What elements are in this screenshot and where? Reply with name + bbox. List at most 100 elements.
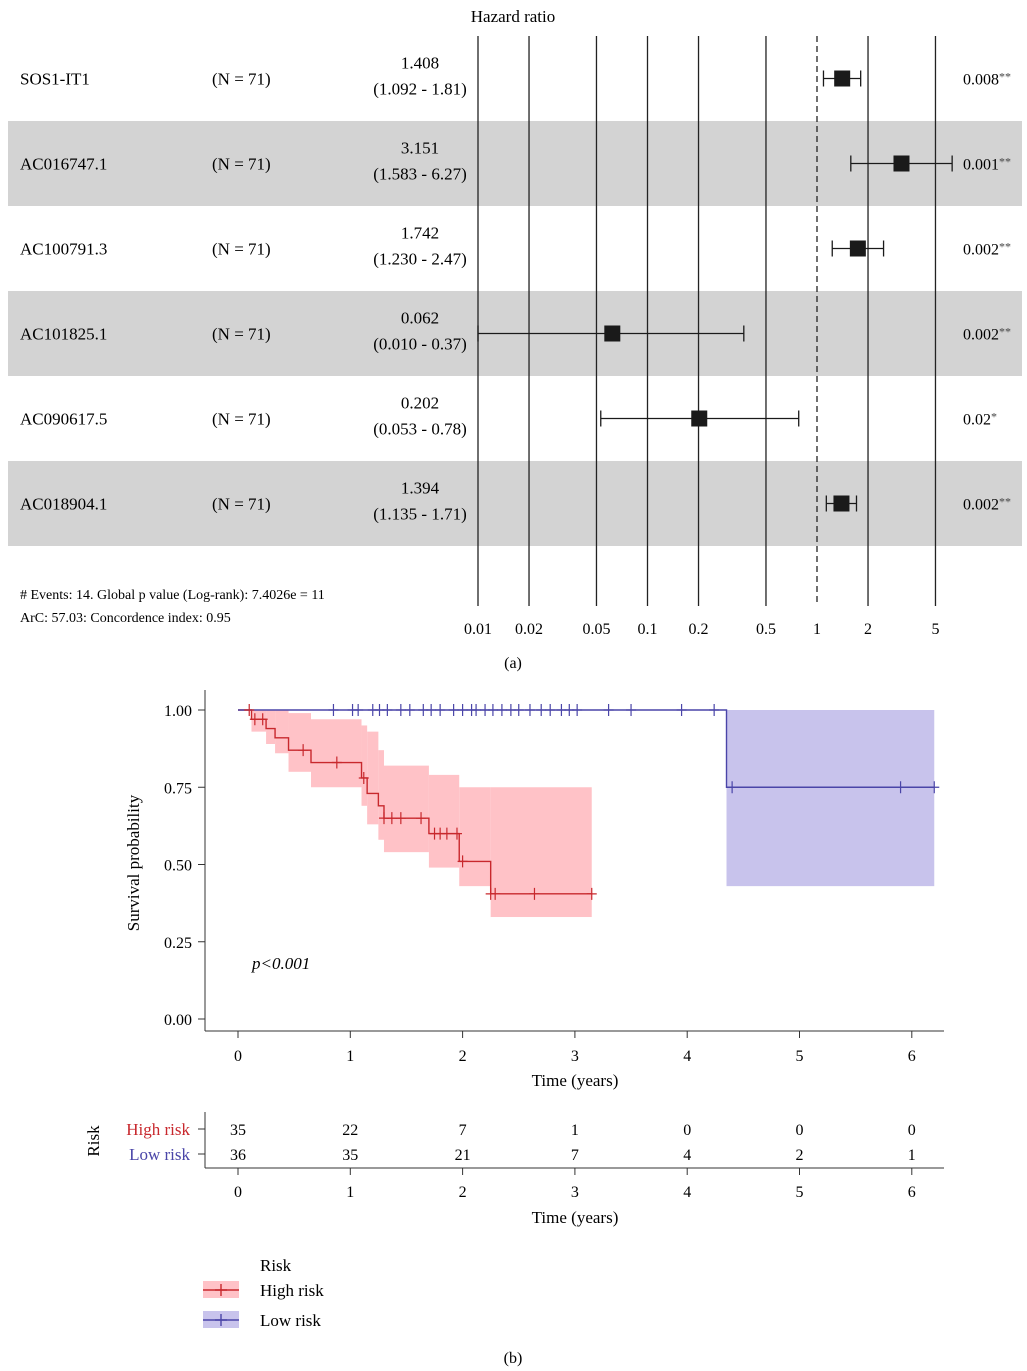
forest-row-n: (N = 71) [212, 70, 271, 89]
km-censor-mark-low [626, 704, 637, 716]
forest-hr-marker [893, 155, 910, 172]
km-censor-mark-low [524, 704, 535, 716]
km-censor-mark-low [395, 704, 406, 716]
km-censor-mark-low [572, 704, 583, 716]
forest-row-ci: (1.092 - 1.81) [373, 80, 466, 99]
legend: Risk High risk Low risk [203, 1256, 324, 1330]
risk-counts: 35 22 7 1 0 0 036 35 21 7 4 2 1 [230, 1122, 916, 1164]
km-censor-mark-low [545, 704, 556, 716]
forest-row-name: SOS1-IT1 [20, 70, 90, 89]
risk-x-tick-label: 5 [796, 1184, 804, 1201]
forest-footnote-1: # Events: 14. Global p value (Log-rank):… [20, 588, 325, 603]
km-censor-mark-high [298, 744, 309, 757]
forest-row-hr: 3.151 [401, 139, 439, 158]
km-censor-mark-high [451, 827, 462, 840]
risk-x-tick-label: 0 [234, 1184, 242, 1201]
km-censor-mark-high [257, 713, 268, 726]
risk-count-low: 36 [230, 1147, 246, 1164]
km-censor-mark-low [895, 781, 906, 794]
forest-row-pvalue: 0.002** [963, 240, 1011, 259]
km-x-tick-label: 6 [908, 1048, 916, 1065]
km-band-high [428, 774, 460, 868]
forest-hr-marker [833, 495, 850, 512]
km-x-tick-label: 1 [346, 1048, 354, 1065]
km-censor-mark-high [386, 812, 397, 825]
legend-low-censor-icon [215, 1314, 227, 1326]
km-x-tick-label: 2 [459, 1048, 467, 1065]
risk-count-high: 0 [796, 1122, 804, 1139]
forest-tick-label: 0.05 [582, 621, 610, 638]
forest-tick-labels: 0.01 0.02 0.05 0.1 0.2 0.5 1 2 5 [464, 621, 939, 638]
km-censor-mark-low [471, 704, 482, 716]
km-y-tick-label: 0.25 [164, 935, 192, 952]
km-censor-mark-high [457, 855, 468, 868]
risk-x-tick-label: 6 [908, 1184, 916, 1201]
km-censor-mark-low [435, 704, 446, 716]
forest-tick-label: 0.02 [515, 621, 543, 638]
km-censor-mark-low [929, 781, 940, 794]
forest-row-pvalue: 0.02* [963, 410, 997, 429]
km-band-high [383, 765, 429, 853]
forest-row-pvalue: 0.008** [963, 70, 1011, 89]
forest-tick-label: 2 [864, 621, 872, 638]
km-x-tick-label: 0 [234, 1048, 242, 1065]
km-pvalue: p<0.001 [251, 954, 310, 973]
forest-tick-label: 1 [813, 621, 821, 638]
km-censor-mark-low [513, 704, 524, 716]
risk-count-low: 21 [455, 1147, 471, 1164]
km-band-high [490, 787, 592, 918]
km-x-tick-label: 4 [683, 1048, 691, 1065]
km-plot: 0.00 0.25 0.50 0.75 1.00 0 1 2 3 4 5 6 Survival pr… [124, 690, 944, 1090]
risk-count-low: 35 [342, 1147, 358, 1164]
km-x-tick-label: 5 [796, 1048, 804, 1065]
km-censor-mark-high [331, 756, 342, 769]
km-censor-mark-low [676, 704, 687, 716]
km-censor-mark-low [496, 704, 507, 716]
forest-band [8, 461, 1022, 546]
risk-count-high: 7 [459, 1122, 467, 1139]
forest-row-hr: 1.394 [401, 479, 440, 498]
km-x-ticks: 0 1 2 3 4 5 6 [234, 1031, 916, 1065]
km-censor-mark-low [426, 704, 437, 716]
km-censor-mark-low [457, 704, 468, 716]
forest-row-n: (N = 71) [212, 410, 271, 429]
forest-row-name: AC016747.1 [20, 155, 107, 174]
risk-count-high: 0 [908, 1122, 916, 1139]
risk-table: Risk High risk Low risk 35 22 7 1 0 0 036 35 21 7… [84, 1112, 944, 1227]
forest-tick-label: 0.1 [638, 621, 658, 638]
forest-row-hr: 0.062 [401, 309, 439, 328]
forest-row-n: (N = 71) [212, 495, 271, 514]
risk-count-high: 0 [683, 1122, 691, 1139]
km-band-high [310, 719, 362, 788]
km-censor-mark-low [727, 781, 738, 794]
risk-group-high-label: High risk [126, 1120, 190, 1139]
forest-tick-label: 0.2 [689, 621, 709, 638]
km-censor-mark-high [358, 771, 369, 784]
risk-x-ticks: 0 1 2 3 4 5 6 [234, 1168, 916, 1201]
km-band-high [367, 731, 379, 825]
risk-x-label: Time (years) [532, 1208, 619, 1227]
risk-count-low: 1 [908, 1147, 916, 1164]
km-band-high [266, 710, 276, 744]
km-censor-mark-high [244, 704, 255, 716]
panel-label-a: (a) [504, 655, 522, 672]
km-censor-mark-high [490, 887, 501, 900]
km-censor-mark-low [328, 704, 339, 716]
risk-count-high: 22 [342, 1122, 358, 1139]
km-censor-mark-low [709, 704, 720, 716]
forest-row-name: AC090617.5 [20, 410, 107, 429]
km-censor-mark-low [536, 704, 547, 716]
forest-row-hr: 1.408 [401, 54, 439, 73]
forest-row-name: AC101825.1 [20, 325, 107, 344]
km-censor-marks [244, 704, 940, 900]
forest-row-n: (N = 71) [212, 325, 271, 344]
forest-row-ci: (1.135 - 1.71) [373, 505, 466, 524]
km-y-tick-label: 0.00 [164, 1012, 192, 1029]
forest-title: Hazard ratio [471, 7, 555, 26]
km-x-tick-label: 3 [571, 1048, 579, 1065]
risk-x-tick-label: 3 [571, 1184, 579, 1201]
km-censor-mark-high [529, 887, 540, 900]
forest-row-name: AC018904.1 [20, 495, 107, 514]
km-censor-mark-low [448, 704, 459, 716]
km-y-tick-label: 0.50 [164, 858, 192, 875]
